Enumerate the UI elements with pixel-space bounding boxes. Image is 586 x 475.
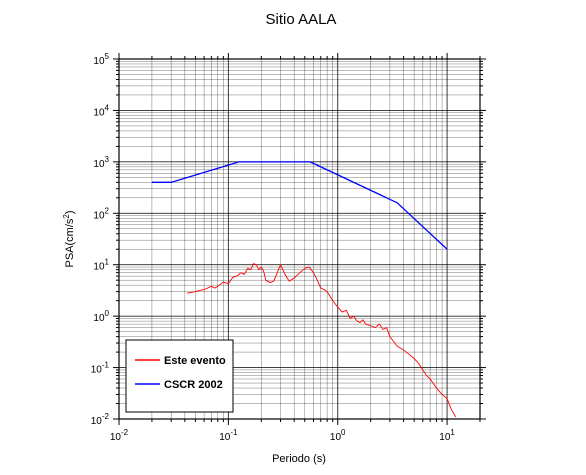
- x-tick-exp: 0: [341, 428, 346, 437]
- y-tick-exp: -2: [102, 412, 110, 421]
- y-tick-label: 103: [93, 155, 109, 170]
- y-tick-base: 10: [93, 159, 105, 170]
- legend-label-este-evento: Este evento: [164, 355, 226, 367]
- y-tick-base: 10: [93, 210, 105, 221]
- plot-frame: [118, 58, 481, 420]
- grid: [113, 53, 486, 425]
- legend-label-cscr-2002: CSCR 2002: [164, 379, 223, 391]
- y-tick-label: 101: [93, 258, 109, 273]
- y-tick-exp: -1: [102, 361, 110, 370]
- y-tick-label: 102: [93, 206, 109, 221]
- y-tick-exp: 3: [105, 155, 110, 164]
- y-tick-base: 10: [93, 56, 105, 67]
- y-axis-label: PSA(cm/s2): [62, 210, 76, 267]
- y-tick-base: 10: [93, 313, 105, 324]
- series-layer: [151, 161, 457, 418]
- chart-title: Sitio AALA: [266, 11, 337, 28]
- y-tick-exp: 2: [105, 206, 110, 215]
- y-tick-label: 100: [93, 309, 109, 324]
- y-tick-label: 10-2: [91, 412, 110, 427]
- y-tick-label: 105: [93, 52, 109, 67]
- x-tick-labels: 10-2 10-1 100 101: [110, 428, 456, 443]
- legend: Este evento CSCR 2002: [125, 339, 234, 413]
- x-tick-exp: -1: [230, 428, 238, 437]
- x-tick-base: 10: [219, 432, 231, 443]
- x-tick-exp: -2: [121, 428, 129, 437]
- x-tick-base: 10: [110, 432, 122, 443]
- y-tick-label: 10-1: [91, 361, 110, 376]
- y-tick-label: 104: [93, 103, 109, 118]
- x-axis-label: Periodo (s): [272, 453, 326, 465]
- y-tick-base: 10: [91, 365, 103, 376]
- y-axis-label-sup: 2: [62, 214, 71, 219]
- y-tick-exp: 1: [105, 258, 110, 267]
- legend-box: [125, 339, 234, 413]
- x-tick-base: 10: [439, 432, 451, 443]
- series-line-cscr-2002: [151, 161, 448, 250]
- y-tick-base: 10: [93, 107, 105, 118]
- y-tick-exp: 4: [105, 103, 110, 112]
- y-axis-label-tail: ): [64, 210, 76, 214]
- x-tick-label: 10-2: [110, 428, 129, 443]
- series-line-este-evento: [187, 263, 457, 418]
- y-tick-base: 10: [91, 416, 103, 427]
- x-tick-base: 10: [330, 432, 342, 443]
- x-tick-label: 101: [439, 428, 455, 443]
- y-tick-exp: 0: [105, 309, 110, 318]
- y-tick-base: 10: [93, 262, 105, 273]
- x-tick-label: 100: [330, 428, 346, 443]
- y-tick-exp: 5: [105, 52, 110, 61]
- x-tick-exp: 1: [450, 428, 455, 437]
- y-axis-label-main: PSA(cm/s: [64, 218, 76, 267]
- x-tick-label: 10-1: [219, 428, 238, 443]
